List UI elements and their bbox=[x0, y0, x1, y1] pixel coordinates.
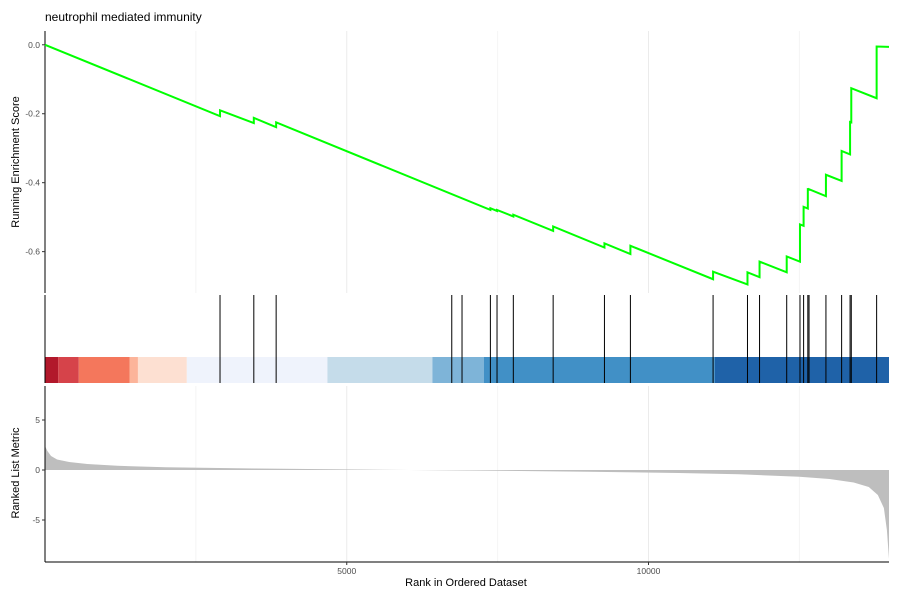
metric-y-ticks: 5 0 -5 bbox=[32, 415, 45, 525]
es-y-tick-label: -0.2 bbox=[25, 109, 40, 119]
metric-gridlines bbox=[195, 386, 800, 562]
x-tick-label: 5000 bbox=[337, 566, 356, 576]
metric-area-group bbox=[45, 446, 889, 559]
enrichment-score-panel: 0.0 -0.2 -0.4 -0.6 Running Enrichment Score bbox=[10, 31, 890, 293]
x-tick-label: 10000 bbox=[637, 566, 661, 576]
metric-y-tick-label: 0 bbox=[35, 465, 40, 475]
x-ticks: 5000 10000 bbox=[337, 562, 661, 576]
es-y-tick-label: 0.0 bbox=[28, 40, 40, 50]
rank-color-band bbox=[327, 357, 433, 383]
es-gridlines bbox=[195, 31, 800, 293]
metric-axes bbox=[44, 386, 889, 563]
running-es-line bbox=[44, 43, 890, 286]
rank-color-band bbox=[186, 357, 328, 383]
x-axis-label: Rank in Ordered Dataset bbox=[405, 577, 527, 589]
rank-color-band bbox=[45, 357, 59, 383]
es-y-axis-label: Running Enrichment Score bbox=[10, 96, 22, 227]
metric-y-tick-label: 5 bbox=[35, 415, 40, 425]
ranked-metric-area bbox=[45, 446, 889, 559]
rank-color-bands bbox=[45, 357, 889, 383]
metric-y-axis-label: Ranked List Metric bbox=[10, 427, 22, 519]
rank-color-band bbox=[78, 357, 130, 383]
rank-color-band bbox=[432, 357, 484, 383]
hits-panel bbox=[44, 295, 889, 383]
rank-color-band bbox=[129, 357, 138, 383]
ranked-metric-panel: 5 0 -5 5000 10000 Ranked List Metric Rank i… bbox=[10, 386, 889, 589]
rank-color-band bbox=[483, 357, 715, 383]
es-curve-group bbox=[44, 43, 890, 286]
hit-lines bbox=[219, 295, 878, 383]
es-y-tick-label: -0.6 bbox=[25, 247, 40, 257]
es-y-ticks: 0.0 -0.2 -0.4 -0.6 bbox=[25, 40, 45, 257]
rank-color-band bbox=[58, 357, 79, 383]
chart-title: neutrophil mediated immunity bbox=[45, 10, 202, 24]
metric-y-tick-label: -5 bbox=[32, 515, 40, 525]
rank-color-band bbox=[137, 357, 187, 383]
es-y-tick-label: -0.4 bbox=[25, 178, 40, 188]
rank-color-band bbox=[714, 357, 889, 383]
